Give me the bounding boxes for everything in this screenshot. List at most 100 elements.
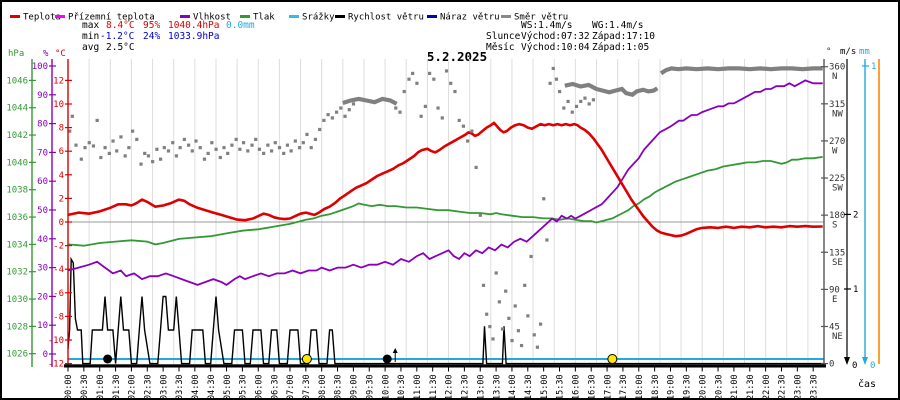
wind-direction-point — [103, 146, 107, 150]
axis-label: čas — [858, 378, 876, 390]
legend-item-1: Teplota — [10, 7, 61, 23]
axis-label: -6 — [53, 289, 64, 299]
axis-label: 12 — [53, 76, 64, 86]
wind-direction-point — [139, 162, 143, 166]
legend-swatch — [10, 15, 20, 18]
wind-direction-point — [301, 141, 305, 145]
wind-direction-point — [111, 139, 115, 143]
legend-item-3: Vlhkost — [180, 7, 231, 23]
legend-label: Směr větru — [514, 12, 569, 23]
legend-item-8: Směr větru — [501, 7, 568, 23]
stats-row-max: max 8.4°C 95% 1040.4hPa 0.0mm — [2, 20, 462, 31]
axis-label: 270 — [829, 137, 845, 147]
axis-label: 1030 — [6, 295, 28, 305]
wind-direction-point — [269, 149, 274, 153]
wind-direction-point — [289, 149, 293, 153]
axis-label: 04:00 — [191, 374, 201, 400]
wind-direction-point — [497, 300, 501, 304]
wind-direction-point — [326, 113, 330, 117]
axis-label: E — [832, 295, 837, 305]
wind-direction-point — [234, 137, 238, 141]
up-arrow-icon — [392, 348, 398, 353]
axis-label: 1 — [871, 62, 876, 72]
wind-direction-point — [529, 254, 533, 259]
wind-direction-point — [313, 137, 318, 141]
axis-label: 14:00 — [508, 374, 518, 400]
axis-label: 1036 — [6, 213, 28, 223]
wind-direction-point — [246, 149, 250, 153]
wind-direction-point — [318, 127, 322, 132]
legend-item-4: Tlak — [240, 7, 275, 23]
axis-label: 1026 — [6, 350, 28, 360]
axis-label: 10:30 — [397, 374, 407, 400]
wind-direction-point — [526, 314, 530, 318]
wind-direction-point — [488, 324, 492, 329]
wind-direction-point — [322, 118, 326, 123]
wind-direction-point — [394, 106, 398, 110]
wind-direction-point — [551, 66, 555, 71]
axis-label: 1044 — [6, 104, 28, 114]
wind-direction-point — [583, 96, 587, 100]
wind-direction-point — [241, 141, 246, 145]
axis-label: 6 — [59, 147, 64, 157]
wind-direction-point — [548, 81, 552, 85]
axis-label: SW — [832, 184, 843, 194]
axis-label: ° — [826, 47, 831, 57]
axis-label: 16:30 — [587, 374, 597, 400]
legend: Teplota Přízemní teplota Vlhkost Tlak Srážky… — [2, 7, 898, 23]
wind-direction-point — [297, 146, 302, 150]
axis-label: 19:30 — [683, 374, 693, 400]
info-row: WS:1.4m/s WG:1.4m/s — [2, 20, 898, 31]
wind-direction-point — [230, 143, 234, 147]
wind-direction-point — [440, 116, 444, 120]
axis-label: 18:30 — [651, 374, 661, 400]
axis-label: 21:30 — [746, 374, 756, 400]
wind-direction-point — [198, 146, 202, 150]
axis-label: 1034 — [6, 240, 28, 250]
wind-direction-point — [574, 104, 579, 108]
axis-label: 15:30 — [556, 374, 566, 400]
wind-direction-point — [419, 114, 423, 118]
legend-label: Náraz větru — [440, 12, 500, 23]
stats-label: min — [82, 31, 100, 42]
axis-label: NE — [832, 332, 843, 342]
wind-direction-line — [342, 96, 398, 106]
wind-direction-point — [119, 135, 123, 139]
wind-speed-line — [67, 256, 824, 365]
axis-label: N — [832, 72, 837, 82]
axis-label: 07:30 — [302, 374, 312, 400]
wind-direction-point — [166, 149, 171, 153]
moon-set-icon — [103, 354, 113, 364]
axis-label: 15:00 — [540, 374, 550, 400]
axis-label: 10:00 — [381, 374, 391, 400]
wind-direction-point — [457, 118, 461, 123]
wind-axis-arrow-icon — [844, 357, 850, 365]
legend-label: Teplota — [23, 12, 61, 23]
axis-label: -8 — [53, 312, 64, 322]
wind-direction-point — [513, 304, 517, 308]
wind-direction-point — [478, 213, 482, 217]
legend-item-7: Náraz větru — [427, 7, 500, 23]
wind-direction-point — [474, 165, 478, 170]
axis-label: 0 — [870, 361, 875, 371]
axis-label: 135 — [829, 248, 845, 258]
axis-label: 05:30 — [239, 374, 249, 400]
axis-label: 360 — [829, 63, 845, 73]
wind-direction-point — [407, 77, 411, 81]
wind-direction-point — [107, 151, 111, 156]
axis-label: 17:30 — [619, 374, 629, 400]
wind-direction-point — [202, 157, 207, 161]
axis-label: 03:30 — [175, 374, 185, 400]
axis-label: 0 — [43, 350, 48, 360]
wind-direction-point — [171, 141, 175, 145]
wind-direction-point — [432, 77, 436, 81]
wind-direction-point — [510, 339, 514, 343]
sun-set-icon — [607, 354, 618, 364]
axis-label: 40 — [37, 235, 48, 245]
axis-label: 100 — [32, 62, 48, 72]
wind-direction-point — [579, 99, 583, 104]
wind-direction-point — [143, 151, 147, 156]
axis-label: 2 — [853, 210, 858, 220]
wind-direction-point — [339, 106, 343, 110]
stats-value: 2.5°C — [106, 42, 135, 53]
